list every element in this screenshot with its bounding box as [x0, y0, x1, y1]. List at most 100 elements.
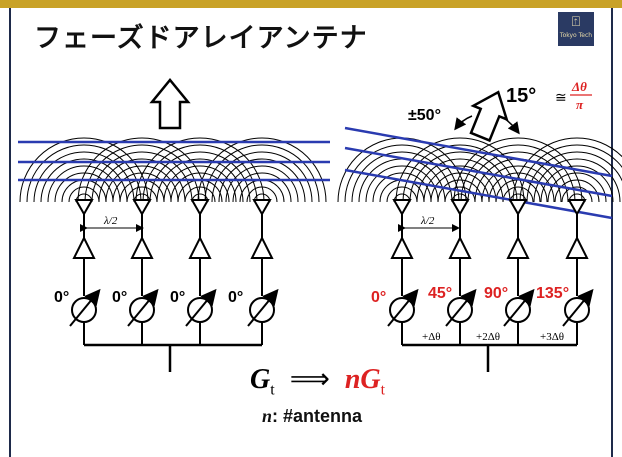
wave-arc — [423, 165, 497, 203]
right-phase-label-1: 0° — [371, 289, 386, 306]
amplifier-icon — [506, 235, 530, 259]
right-antenna-element-2 — [445, 199, 477, 345]
wave-arc — [68, 186, 100, 203]
phase-increment-3: +3Δθ — [540, 331, 564, 343]
wave-arc — [26, 144, 142, 203]
left-feed-bus — [84, 343, 262, 372]
phase-increment-1: +Δθ — [422, 331, 441, 343]
wave-arc — [344, 144, 460, 203]
antenna-count-note: n: #antenna — [262, 406, 362, 427]
left-antenna-element-3 — [185, 199, 217, 345]
left-antenna-element-2 — [127, 199, 159, 345]
left-wave-arcs — [19, 137, 327, 203]
wave-arc — [135, 137, 265, 203]
antenna-radiator-icon — [450, 199, 470, 217]
formula-arrow: ⟹ — [289, 364, 330, 395]
left-spacing-label: λ/2 — [103, 215, 118, 227]
wave-arc — [197, 137, 327, 203]
left-spacing-dimension: λ/2 — [80, 215, 144, 232]
wave-arc — [372, 172, 432, 203]
left-phase-label-4: 0° — [228, 289, 243, 306]
left-antenna-element-4 — [247, 199, 279, 345]
wave-arc — [142, 144, 258, 203]
steered-beam-arrow — [469, 90, 509, 143]
wave-arc — [386, 186, 418, 203]
wave-arc — [540, 165, 614, 203]
left-phase-label-1: 0° — [54, 289, 69, 306]
institution-logo: ⍐ Tokyo Tech — [558, 12, 594, 46]
left-phase-label-3: 0° — [170, 289, 185, 306]
amplifier-icon — [72, 235, 96, 259]
wave-arc — [554, 179, 600, 203]
wave-arc — [40, 158, 128, 203]
right-spacing-dimension: λ/2 — [398, 215, 460, 232]
right-phase-label-2: 45° — [428, 285, 452, 302]
right-phase-label-3: 90° — [484, 285, 508, 302]
right-antenna-element-4 — [562, 199, 594, 345]
slide-title: フェーズドアレイアンテナ — [34, 23, 368, 54]
right-antenna-array — [387, 199, 594, 345]
wave-arc — [232, 172, 292, 203]
wave-arc — [488, 172, 548, 203]
right-antenna-element-3 — [503, 199, 535, 345]
amplifier-icon — [390, 235, 414, 259]
left-antenna-element-1 — [69, 199, 101, 345]
antenna-radiator-icon — [508, 199, 528, 217]
approx-symbol: ≅ — [555, 89, 567, 105]
left-wavefronts — [18, 140, 330, 182]
formula-lhs-subscript: t — [270, 381, 275, 399]
wave-arc — [112, 172, 172, 203]
antenna-radiator-icon — [392, 199, 412, 217]
steer-range-arrows — [454, 115, 520, 135]
amplifier-icon — [565, 235, 589, 259]
footnote-text: : #antenna — [272, 406, 363, 426]
wave-arc — [409, 151, 511, 203]
amplifier-icon — [250, 235, 274, 259]
wave-arc — [218, 158, 306, 203]
antenna-radiator-icon — [132, 199, 152, 217]
wave-arc — [547, 172, 607, 203]
wave-arc — [77, 137, 207, 203]
antenna-radiator-icon — [567, 199, 587, 217]
amplifier-icon — [130, 235, 154, 259]
right-antenna-element-1 — [387, 199, 419, 345]
phase-increment-2: +2Δθ — [476, 331, 500, 343]
fraction-numerator: Δθ — [571, 79, 587, 94]
fraction-denominator: π — [576, 97, 584, 112]
gain-formula: Gt ⟹ nGt — [250, 362, 385, 400]
formula-rhs: nG — [344, 364, 381, 395]
wave-arc — [19, 137, 149, 203]
wave-arc — [47, 165, 121, 203]
right-spacing-label: λ/2 — [420, 215, 435, 227]
right-phase-label-4: 135° — [536, 285, 569, 302]
wave-arc — [481, 165, 555, 203]
wave-arc — [351, 151, 453, 203]
wave-arc — [453, 137, 583, 203]
slide-frame — [9, 8, 613, 457]
step-angle-label: 15° — [506, 85, 536, 107]
wave-arc — [460, 144, 576, 203]
footnote-variable: n — [262, 406, 273, 426]
wave-arc — [561, 186, 593, 203]
wave-arc — [337, 137, 467, 203]
wave-arc — [126, 186, 158, 203]
top-accent-bar — [0, 0, 622, 8]
logo-emblem-icon: ⍐ — [571, 14, 581, 30]
left-phase-label-2: 0° — [112, 289, 127, 306]
wave-arc — [163, 165, 237, 203]
wave-arc — [430, 172, 490, 203]
wave-arc — [225, 165, 299, 203]
right-feed-bus — [402, 343, 577, 372]
antenna-radiator-icon — [252, 199, 272, 217]
amplifier-icon — [448, 235, 472, 259]
amplifier-icon — [188, 235, 212, 259]
wave-arc — [467, 151, 569, 203]
formula-lhs: G — [250, 364, 271, 395]
wave-arc — [519, 144, 622, 203]
steer-range-label: ±50° — [408, 107, 441, 124]
logo-text: Tokyo Tech — [559, 32, 593, 39]
wave-arc — [395, 137, 525, 203]
left-antenna-array — [69, 199, 279, 345]
right-wavefronts — [344, 126, 613, 220]
